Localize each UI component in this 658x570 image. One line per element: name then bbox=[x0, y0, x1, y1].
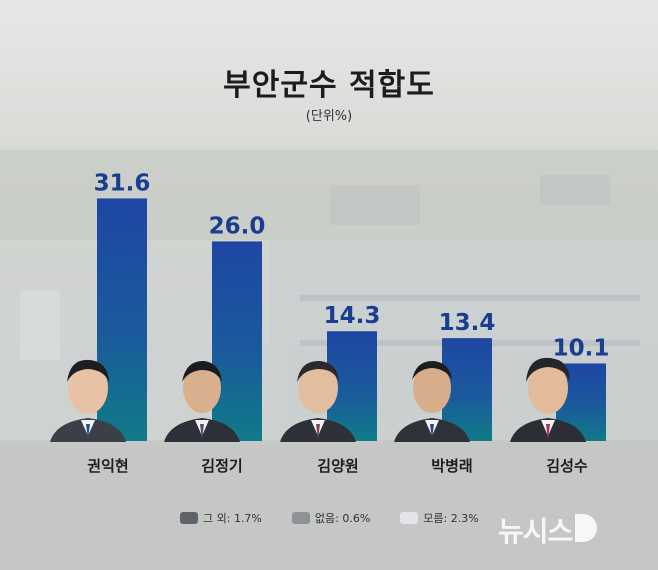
category-label: 김양원 bbox=[317, 457, 359, 475]
candidate-photo-3 bbox=[280, 360, 356, 442]
value-label-5: 10.1 bbox=[553, 335, 610, 361]
legend: 그 외: 1.7% 없음: 0.6% 모름: 2.3% bbox=[180, 510, 479, 526]
watermark-text: 뉴시스 bbox=[498, 515, 573, 548]
candidate-photo-2 bbox=[164, 360, 240, 442]
category-label: 김성수 bbox=[546, 457, 588, 475]
legend-swatch bbox=[180, 512, 198, 524]
legend-label: 그 외: 1.7% bbox=[203, 512, 262, 525]
category-label: 권익현 bbox=[87, 457, 129, 475]
legend-item: 모름: 2.3% bbox=[400, 510, 479, 526]
chart-unit: (단위%) bbox=[305, 109, 353, 124]
legend-label: 없음: 0.6% bbox=[314, 512, 371, 525]
candidate-photo-5 bbox=[510, 357, 586, 442]
value-label-2: 26.0 bbox=[209, 213, 266, 239]
value-label-1: 31.6 bbox=[94, 170, 151, 196]
legend-item: 그 외: 1.7% bbox=[180, 510, 262, 526]
candidate-photo-1 bbox=[50, 359, 126, 442]
legend-swatch bbox=[291, 512, 310, 524]
legend-swatch bbox=[400, 512, 419, 524]
bar-2 bbox=[212, 241, 262, 441]
chart-title: 부안군수 적합도 bbox=[223, 68, 435, 103]
legend-label: 모름: 2.3% bbox=[423, 512, 479, 525]
value-label-3: 14.3 bbox=[324, 303, 381, 329]
value-label-4: 13.4 bbox=[439, 310, 496, 336]
logo-d-shape bbox=[575, 514, 598, 542]
candidate-photo-4 bbox=[394, 360, 470, 442]
legend-item: 없음: 0.6% bbox=[291, 510, 371, 526]
watermark-logo: 뉴시스 bbox=[498, 510, 598, 550]
category-label: 박병래 bbox=[431, 457, 473, 475]
category-label: 김정기 bbox=[201, 457, 243, 475]
